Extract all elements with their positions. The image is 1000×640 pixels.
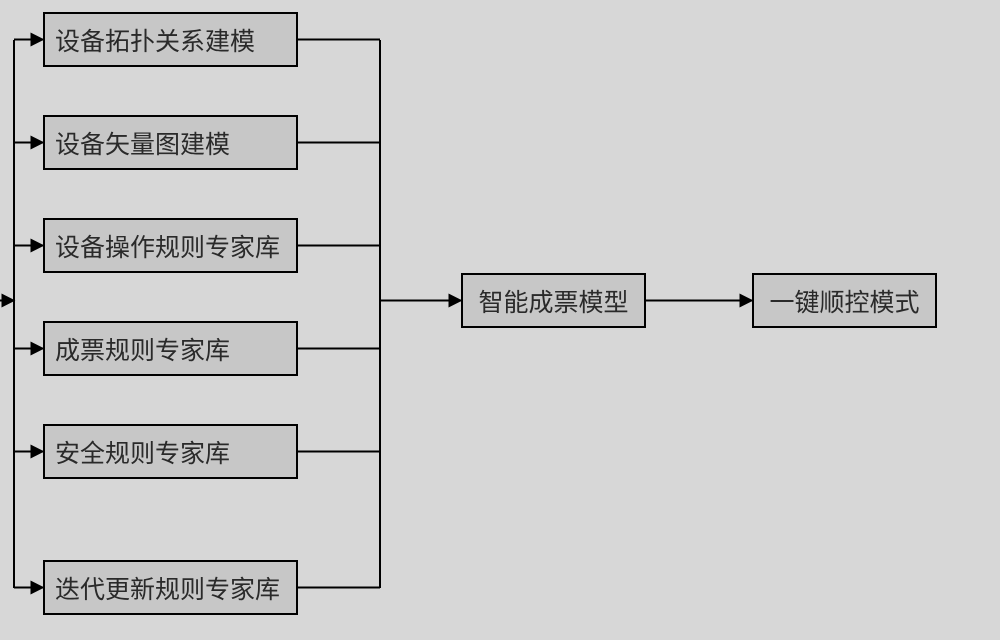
- left-box-label-3: 成票规则专家库: [55, 331, 230, 367]
- left-box-3: 成票规则专家库: [43, 321, 298, 376]
- left-box-0: 设备拓扑关系建模: [43, 12, 298, 67]
- left-box-label-4: 安全规则专家库: [55, 434, 230, 470]
- right-box: 一键顺控模式: [752, 273, 937, 328]
- left-box-label-0: 设备拓扑关系建模: [55, 22, 255, 58]
- middle-box-label: 智能成票模型: [478, 283, 628, 319]
- left-box-label-5: 迭代更新规则专家库: [55, 570, 280, 606]
- right-box-label: 一键顺控模式: [769, 283, 919, 319]
- left-box-label-1: 设备矢量图建模: [55, 125, 230, 161]
- middle-box: 智能成票模型: [461, 273, 646, 328]
- left-box-label-2: 设备操作规则专家库: [55, 228, 280, 264]
- left-box-5: 迭代更新规则专家库: [43, 560, 298, 615]
- left-box-4: 安全规则专家库: [43, 424, 298, 479]
- left-box-2: 设备操作规则专家库: [43, 218, 298, 273]
- left-box-1: 设备矢量图建模: [43, 115, 298, 170]
